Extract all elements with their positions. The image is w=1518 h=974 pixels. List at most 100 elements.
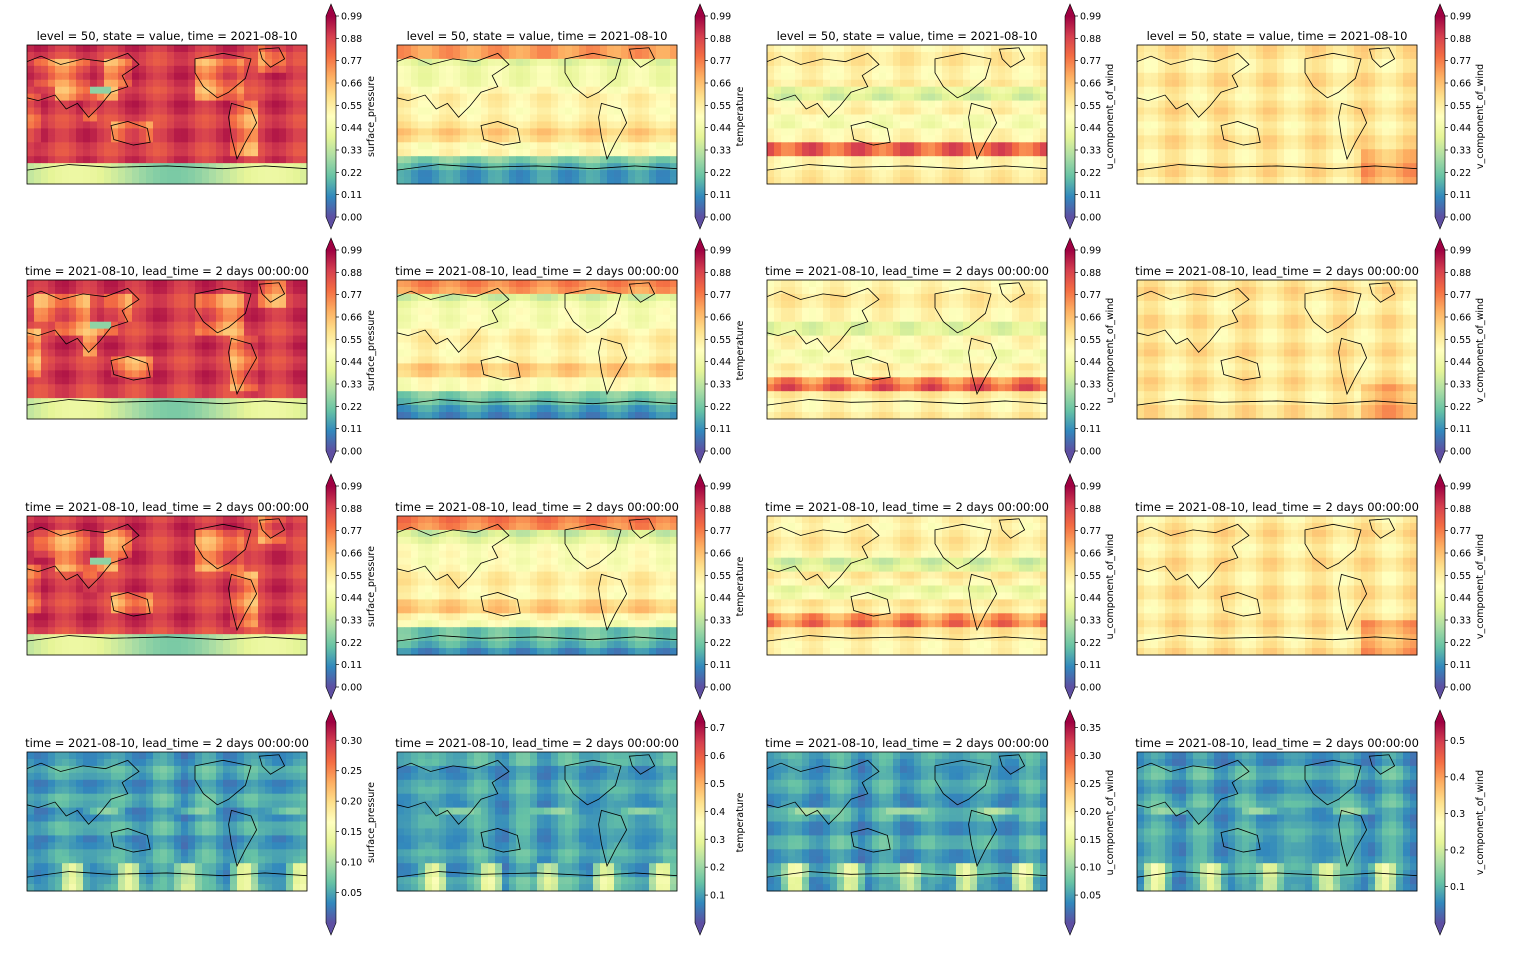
heatmap-cell bbox=[62, 307, 70, 316]
heatmap-cell bbox=[1242, 149, 1250, 157]
heatmap-cell bbox=[628, 93, 636, 101]
heatmap-cell bbox=[586, 142, 594, 150]
heatmap-cell bbox=[446, 58, 454, 67]
heatmap-cell bbox=[788, 135, 796, 143]
heatmap-cell bbox=[481, 384, 489, 392]
heatmap-cell bbox=[467, 363, 475, 371]
heatmap-cell bbox=[488, 65, 496, 74]
heatmap-cell bbox=[432, 307, 440, 316]
heatmap-cell bbox=[76, 170, 84, 178]
heatmap-field bbox=[27, 280, 308, 420]
heatmap-cell bbox=[62, 314, 70, 323]
heatmap-cell bbox=[125, 121, 133, 129]
heatmap-cell bbox=[223, 286, 231, 295]
heatmap-cell bbox=[1207, 93, 1215, 101]
heatmap-cell bbox=[446, 51, 454, 60]
heatmap-cell bbox=[286, 114, 294, 122]
coastline-path bbox=[1137, 165, 1417, 171]
heatmap-cell bbox=[286, 149, 294, 157]
heatmap-cell bbox=[216, 280, 224, 288]
heatmap-cell bbox=[202, 328, 210, 336]
heatmap-cell bbox=[1242, 86, 1250, 95]
heatmap-cell bbox=[153, 321, 161, 330]
heatmap-cell bbox=[565, 121, 573, 129]
heatmap-cell bbox=[900, 135, 908, 143]
heatmap-cell bbox=[209, 412, 217, 420]
heatmap-cell bbox=[781, 51, 789, 60]
heatmap-cell bbox=[530, 156, 538, 164]
heatmap-cell bbox=[495, 86, 503, 95]
heatmap-cell bbox=[991, 93, 999, 101]
heatmap-cell bbox=[397, 45, 405, 53]
heatmap-cell bbox=[488, 349, 496, 357]
heatmap-cell bbox=[900, 156, 908, 164]
heatmap-cell bbox=[230, 384, 238, 392]
heatmap-cell bbox=[509, 342, 517, 350]
heatmap-cell bbox=[418, 314, 426, 323]
heatmap-cell bbox=[216, 328, 224, 336]
heatmap-cell bbox=[1396, 121, 1404, 129]
coastline-path bbox=[27, 165, 307, 171]
heatmap-cell bbox=[858, 114, 866, 122]
heatmap-cell bbox=[1193, 45, 1201, 53]
heatmap-cell bbox=[425, 114, 433, 122]
heatmap-cell bbox=[481, 398, 489, 406]
heatmap-cell bbox=[837, 100, 845, 108]
heatmap-cell bbox=[663, 370, 671, 378]
heatmap-cell bbox=[62, 107, 70, 115]
heatmap-cell bbox=[55, 170, 63, 178]
heatmap-cell bbox=[1179, 135, 1187, 143]
heatmap-cell bbox=[132, 349, 140, 357]
heatmap-cell bbox=[635, 142, 643, 150]
heatmap-cell bbox=[551, 135, 559, 143]
heatmap-cell bbox=[188, 86, 196, 95]
heatmap-cell bbox=[202, 314, 210, 323]
heatmap-cell bbox=[1277, 114, 1285, 122]
heatmap-cell bbox=[844, 72, 852, 81]
heatmap-cell bbox=[781, 100, 789, 108]
heatmap-cell bbox=[1040, 149, 1048, 157]
heatmap-cell bbox=[614, 384, 622, 392]
heatmap-cell bbox=[579, 72, 587, 81]
heatmap-cell bbox=[439, 391, 447, 399]
heatmap-cell bbox=[251, 79, 259, 88]
heatmap-cell bbox=[1186, 65, 1194, 74]
heatmap-cell bbox=[27, 128, 35, 136]
heatmap-cell bbox=[516, 300, 524, 309]
heatmap-cell bbox=[607, 349, 615, 357]
coastline-path bbox=[481, 121, 520, 145]
heatmap-cell bbox=[209, 58, 217, 67]
heatmap-cell bbox=[551, 121, 559, 129]
heatmap-cell bbox=[453, 170, 461, 178]
heatmap-cell bbox=[642, 391, 650, 399]
heatmap-cell bbox=[537, 363, 545, 371]
heatmap-cell bbox=[467, 370, 475, 378]
heatmap-cell bbox=[104, 342, 112, 350]
heatmap-cell bbox=[132, 328, 140, 336]
heatmap-cell bbox=[1326, 177, 1334, 185]
heatmap-cell bbox=[460, 86, 468, 95]
heatmap-cell bbox=[1277, 45, 1285, 53]
heatmap-cell bbox=[1151, 100, 1159, 108]
colorbar-tick-label: 0.99 bbox=[341, 12, 362, 23]
heatmap-cell bbox=[614, 72, 622, 81]
heatmap-cell bbox=[230, 391, 238, 399]
heatmap-cell bbox=[572, 86, 580, 95]
heatmap-cell bbox=[1284, 135, 1292, 143]
heatmap-cell bbox=[195, 100, 203, 108]
heatmap-cell bbox=[69, 370, 77, 378]
heatmap-cell bbox=[244, 121, 252, 129]
heatmap-cell bbox=[1382, 114, 1390, 122]
heatmap-cell bbox=[488, 100, 496, 108]
heatmap-cell bbox=[1144, 65, 1152, 74]
coastline-path bbox=[999, 48, 1024, 67]
heatmap-cell bbox=[397, 65, 405, 74]
heatmap-cell bbox=[167, 370, 175, 378]
heatmap-cell bbox=[1012, 79, 1020, 88]
heatmap-cell bbox=[774, 93, 782, 101]
heatmap-cell bbox=[404, 79, 412, 88]
heatmap-cell bbox=[1410, 114, 1418, 122]
heatmap-cell bbox=[998, 114, 1006, 122]
heatmap-cell bbox=[474, 370, 482, 378]
heatmap-cell bbox=[998, 86, 1006, 95]
